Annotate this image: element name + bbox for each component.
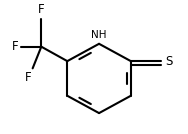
Text: F: F — [12, 40, 18, 53]
Text: F: F — [38, 3, 45, 16]
Text: F: F — [25, 71, 31, 84]
Text: NH: NH — [91, 30, 107, 40]
Text: S: S — [165, 55, 173, 68]
